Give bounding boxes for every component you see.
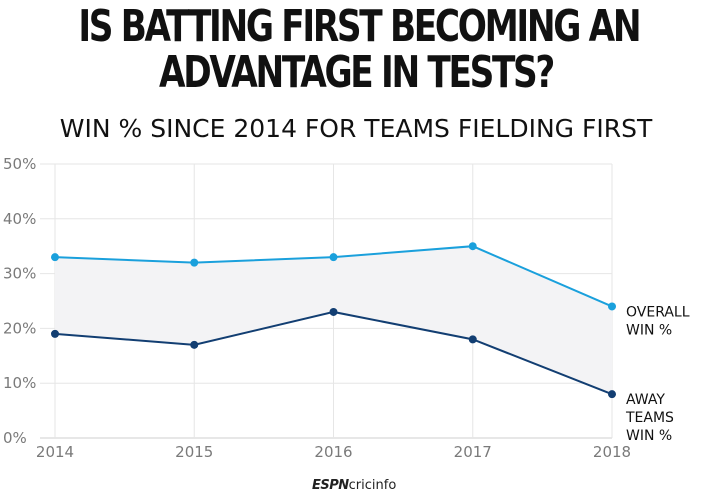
- data-point: [329, 253, 338, 262]
- chart-title-line-2: ADVANTAGE IN TESTS?: [158, 47, 555, 98]
- y-tick-label: 40%: [3, 210, 36, 228]
- series-label: TEAMS: [625, 410, 674, 426]
- x-tick-label: 2015: [175, 443, 213, 461]
- series-gap-band: [55, 246, 612, 395]
- logo-cricinfo: cricinfo: [348, 478, 397, 493]
- series-label: AWAY: [626, 392, 665, 408]
- data-point: [608, 390, 616, 399]
- data-point: [190, 258, 199, 267]
- series-label: WIN %: [626, 322, 672, 338]
- series-label: OVERALL: [626, 304, 690, 320]
- data-point: [329, 307, 338, 316]
- espncricinfo-logo: ESPNcricinfo: [312, 478, 396, 493]
- x-tick-label: 2017: [454, 443, 492, 461]
- chart-title-line-1: IS BATTING FIRST BECOMING AN: [78, 1, 641, 52]
- y-tick-label: 0%: [3, 429, 27, 447]
- y-tick-label: 10%: [3, 374, 36, 392]
- data-point: [608, 302, 616, 311]
- series-label: WIN %: [626, 428, 672, 444]
- y-tick-label: 30%: [3, 265, 36, 283]
- data-point: [190, 340, 199, 349]
- y-tick-label: 20%: [3, 319, 36, 337]
- data-point: [51, 329, 59, 338]
- x-tick-label: 2016: [314, 443, 352, 461]
- chart-subtitle: WIN % SINCE 2014 FOR TEAMS FIELDING FIRS…: [59, 114, 653, 143]
- y-tick-label: 50%: [3, 155, 36, 173]
- chart-title: IS BATTING FIRST BECOMING AN ADVANTAGE I…: [78, 1, 641, 98]
- logo-espn: ESPN: [312, 478, 349, 493]
- data-point: [468, 335, 477, 344]
- x-tick-label: 2018: [593, 443, 631, 461]
- data-point: [468, 242, 477, 251]
- x-tick-label: 2014: [36, 443, 74, 461]
- data-point: [51, 253, 59, 262]
